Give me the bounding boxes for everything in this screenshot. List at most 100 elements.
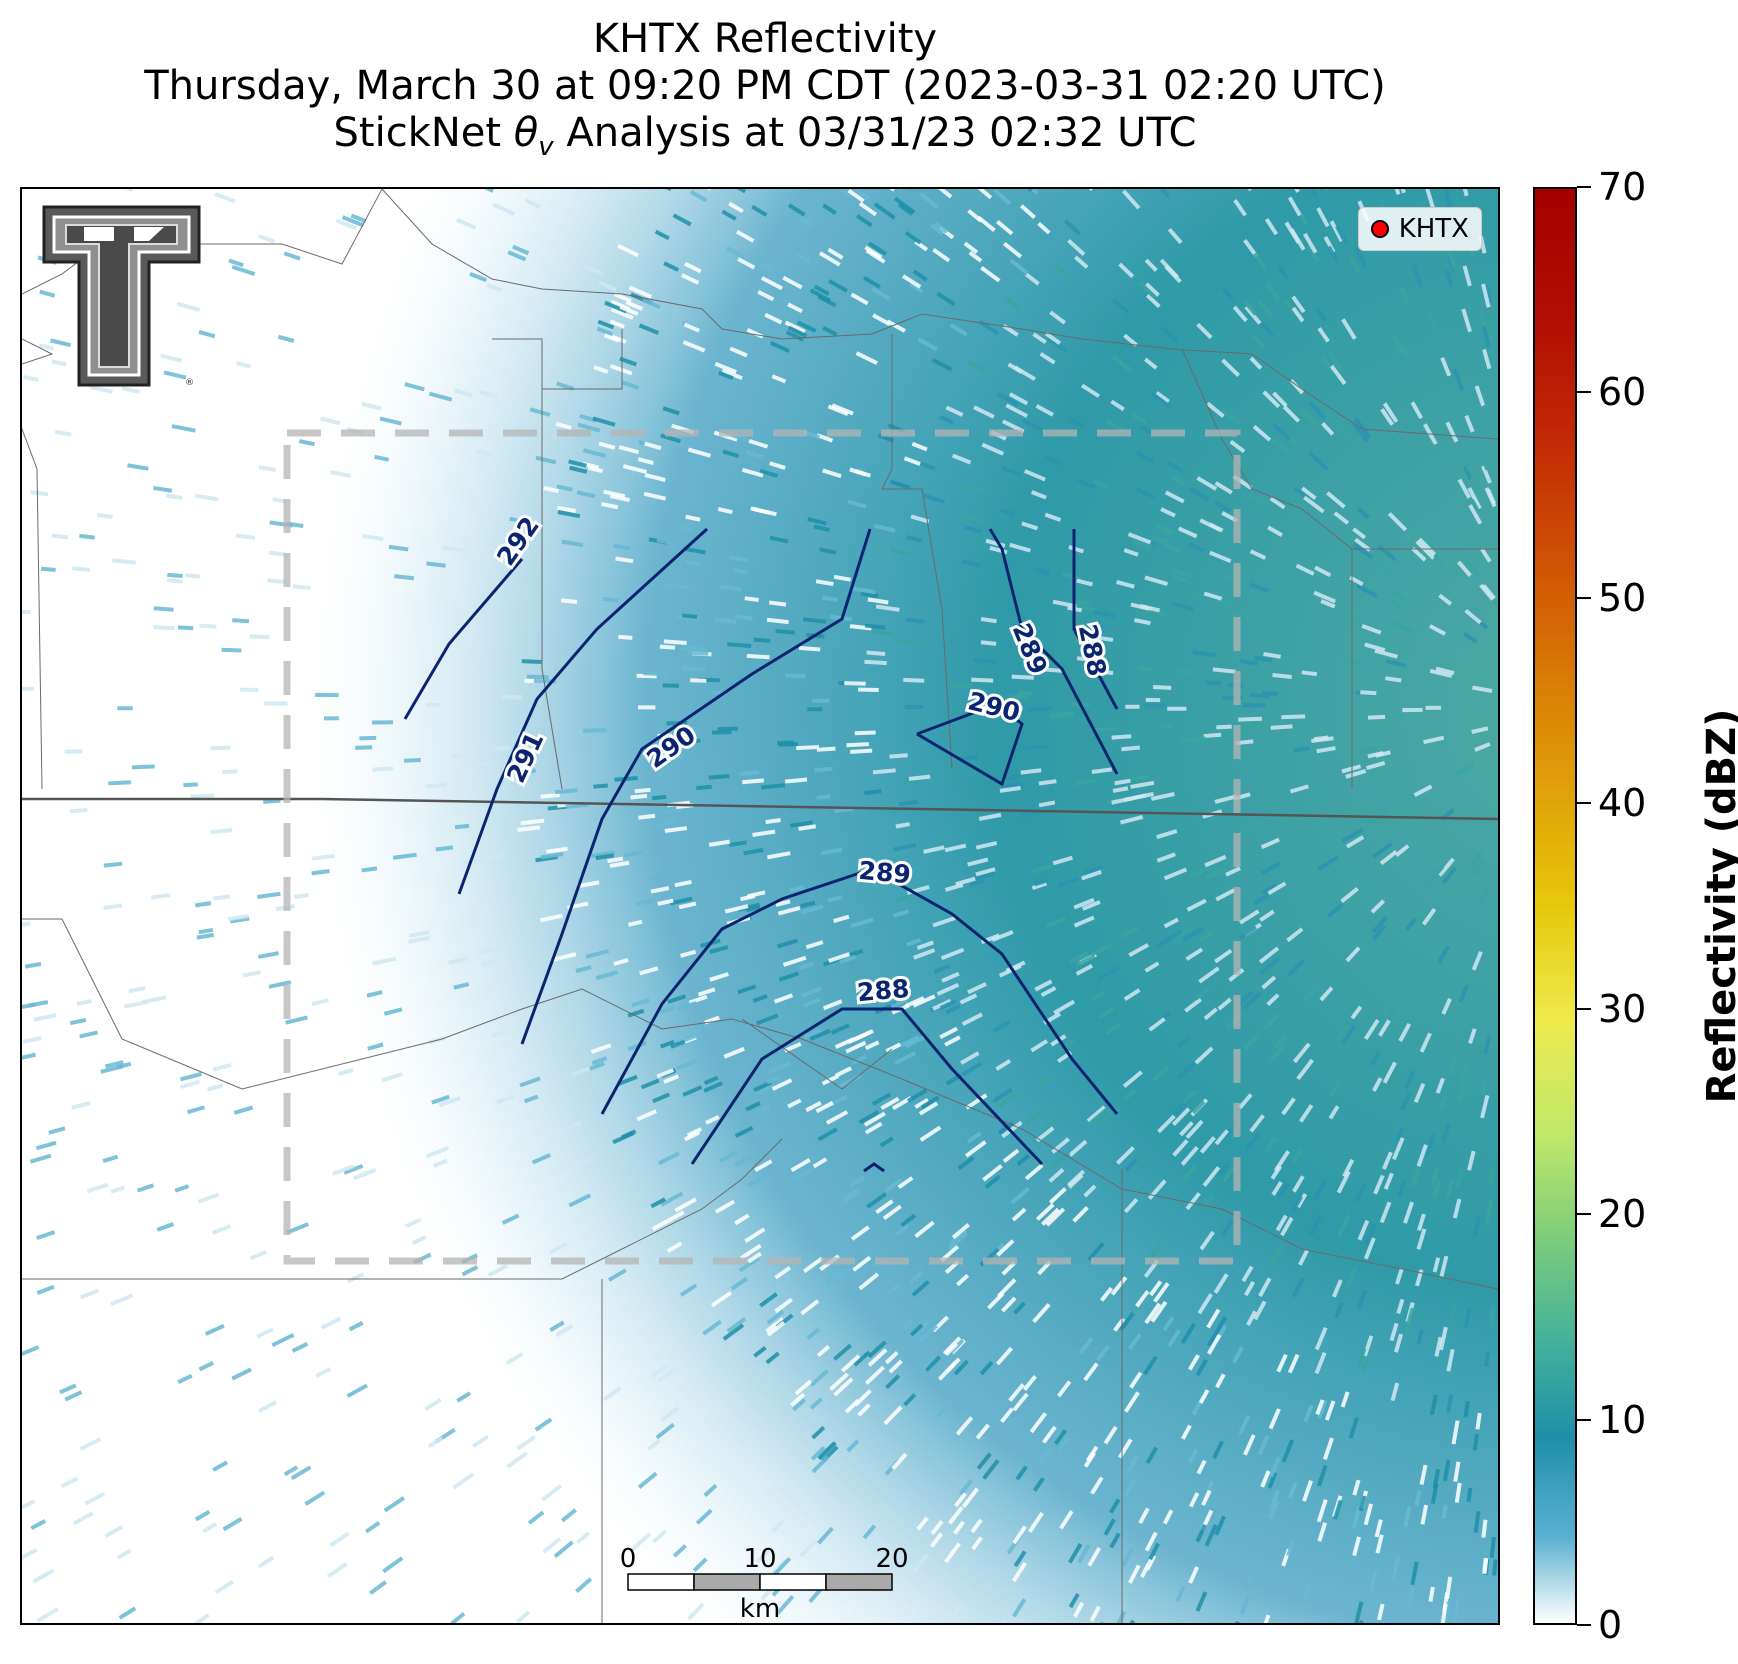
reflectivity-gate <box>810 1369 829 1387</box>
reflectivity-gate <box>1363 1018 1380 1041</box>
reflectivity-gate <box>1299 407 1318 426</box>
county-boundaries <box>22 189 1498 1623</box>
reflectivity-gate <box>1122 189 1141 210</box>
reflectivity-gate <box>724 904 749 914</box>
reflectivity-gate <box>753 507 777 517</box>
reflectivity-gate <box>1336 1213 1351 1238</box>
reflectivity-gate <box>424 1397 442 1411</box>
reflectivity-gate <box>1144 961 1160 973</box>
reflectivity-gate <box>867 597 889 605</box>
reflectivity-gate <box>561 539 584 548</box>
reflectivity-gate <box>1268 1500 1279 1520</box>
reflectivity-gate <box>717 726 739 732</box>
radar-map-svg: 292 291 290 289 288 290 289 288 ® 0 10 <box>22 189 1498 1623</box>
reflectivity-gate <box>1295 563 1315 576</box>
reflectivity-gate <box>1123 988 1141 1001</box>
reflectivity-gate <box>650 886 670 894</box>
reflectivity-gate <box>456 218 477 230</box>
reflectivity-gate <box>858 1110 880 1125</box>
reflectivity-gate <box>1002 1148 1020 1164</box>
reflectivity-gate <box>900 1213 917 1228</box>
colorbar-label: Reflectivity (dBZ) <box>1699 708 1738 1104</box>
reflectivity-gate <box>1258 770 1281 779</box>
radar-map-panel: 292 291 290 289 288 290 289 288 ® 0 10 <box>20 187 1500 1625</box>
reflectivity-gate <box>1238 1093 1253 1110</box>
colorbar-tick-label: 50 <box>1598 575 1647 620</box>
reflectivity-gate <box>1072 1206 1089 1223</box>
reflectivity-gate <box>1123 1197 1139 1214</box>
reflectivity-gate <box>1180 1322 1197 1345</box>
reflectivity-gate <box>264 701 288 706</box>
reflectivity-gate <box>1068 545 1085 554</box>
reflectivity-gate <box>1333 418 1351 438</box>
reflectivity-gate <box>1320 599 1336 609</box>
reflectivity-gate <box>1368 1569 1378 1592</box>
reflectivity-gate <box>1221 286 1235 301</box>
colorbar-tick <box>1577 1007 1591 1010</box>
reflectivity-gate <box>1463 1401 1470 1418</box>
reflectivity-gate <box>461 858 483 866</box>
reflectivity-gate <box>1440 1603 1448 1623</box>
reflectivity-gate <box>1244 1131 1262 1152</box>
reflectivity-gate <box>202 1522 218 1534</box>
reflectivity-gate <box>809 1028 831 1041</box>
reflectivity-gate <box>1172 574 1190 584</box>
reflectivity-gate <box>1474 385 1486 407</box>
reflectivity-gate <box>636 1109 657 1122</box>
reflectivity-gate <box>932 998 952 1011</box>
reflectivity-gate <box>1303 232 1318 254</box>
reflectivity-gate <box>79 533 96 540</box>
reflectivity-gate <box>616 1074 638 1087</box>
reflectivity-gate <box>1286 927 1304 943</box>
reflectivity-gate <box>361 401 382 411</box>
reflectivity-gate <box>1472 685 1493 693</box>
reflectivity-gate <box>1188 1354 1200 1371</box>
reflectivity-gate <box>759 468 778 478</box>
reflectivity-gate <box>787 325 808 338</box>
reflectivity-gate <box>772 1556 792 1577</box>
reflectivity-gate <box>1072 1601 1085 1618</box>
reflectivity-gate <box>256 1327 274 1339</box>
reflectivity-gate <box>737 902 761 912</box>
reflectivity-gate <box>953 1520 965 1535</box>
reflectivity-gate <box>1034 878 1050 887</box>
reflectivity-gate <box>1176 1061 1196 1080</box>
reflectivity-gate <box>822 468 842 479</box>
reflectivity-gate <box>1345 946 1361 963</box>
reflectivity-gate <box>577 422 601 433</box>
reflectivity-gate <box>174 1184 190 1193</box>
reflectivity-gate <box>1013 1550 1027 1568</box>
reflectivity-gate <box>1359 745 1378 754</box>
reflectivity-gate <box>1001 1261 1016 1276</box>
reflectivity-gate <box>1151 534 1169 545</box>
reflectivity-gate <box>695 1508 713 1525</box>
reflectivity-gate <box>1317 855 1340 872</box>
reflectivity-gate <box>1280 1216 1294 1237</box>
reflectivity-gate <box>965 1093 988 1110</box>
reflectivity-gate <box>1269 496 1286 510</box>
reflectivity-gate <box>1081 869 1102 881</box>
reflectivity-gate <box>1329 364 1347 386</box>
reflectivity-gate <box>755 1548 771 1564</box>
reflectivity-gate <box>117 706 133 711</box>
reflectivity-gate <box>1012 1525 1027 1545</box>
reflectivity-gate <box>30 1519 47 1531</box>
reflectivity-gate <box>1464 415 1475 433</box>
reflectivity-gate <box>1038 800 1056 808</box>
reflectivity-gate <box>210 745 231 751</box>
contour-290-west <box>520 528 872 1045</box>
reflectivity-gate <box>738 1428 758 1447</box>
reflectivity-gate <box>1122 1070 1143 1088</box>
reflectivity-gate <box>1351 542 1373 560</box>
reflectivity-gate <box>1144 258 1158 272</box>
reflectivity-gate <box>1442 189 1453 209</box>
reflectivity-gate <box>1197 1293 1213 1315</box>
reflectivity-gate <box>1086 1105 1107 1123</box>
reflectivity-gate <box>961 1061 983 1077</box>
reflectivity-gate <box>1128 1564 1141 1584</box>
reflectivity-gate <box>1353 1601 1364 1623</box>
reflectivity-gate <box>1303 495 1325 514</box>
reflectivity-gate <box>1319 986 1334 1002</box>
reflectivity-gate <box>761 783 786 790</box>
reflectivity-gate <box>609 493 630 503</box>
